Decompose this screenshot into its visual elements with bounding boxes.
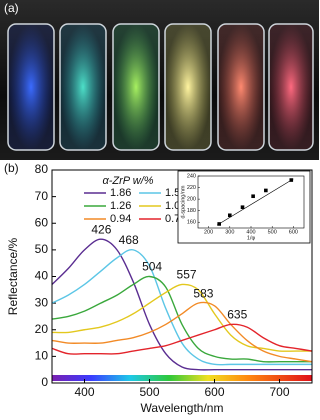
- inset-x-tick-label: 300: [225, 229, 234, 235]
- inset-point: [240, 205, 245, 209]
- peak-label: 504: [142, 260, 162, 274]
- line: [51, 238, 312, 371]
- x-tick-label: 700: [269, 385, 289, 399]
- peak-label: 557: [177, 268, 197, 282]
- y-tick-label: 40: [35, 269, 49, 283]
- photo: (a): [0, 0, 319, 160]
- inset-point: [228, 213, 232, 218]
- inset-y-tick-label: 220: [187, 185, 196, 191]
- x-tick-label: 400: [74, 385, 94, 399]
- line: [51, 301, 313, 363]
- panel-label: (a): [4, 1, 19, 15]
- line: [51, 248, 312, 366]
- inset-point: [217, 222, 221, 226]
- y-tick-label: 70: [35, 189, 49, 203]
- y-tick-label: 10: [35, 349, 49, 363]
- spectrum-strip: [52, 375, 312, 381]
- inset-x-label: 1/φ: [247, 235, 256, 241]
- inset-y-tick-label: 180: [187, 208, 196, 214]
- inset-x-tick-label: 500: [268, 229, 277, 235]
- inset-y-tick-label: 240: [187, 173, 196, 179]
- vial: [217, 23, 265, 151]
- inset-x-tick-label: 600: [289, 229, 298, 235]
- legend-label: 0.94: [110, 213, 131, 225]
- x-tick-label: 600: [204, 385, 224, 399]
- peak-label: 426: [91, 222, 111, 236]
- inset-y-tick-label: 160: [187, 220, 196, 226]
- y-tick-label: 30: [35, 295, 49, 309]
- vial: [164, 23, 212, 151]
- y-tick-label: 50: [35, 242, 49, 256]
- line: [51, 283, 312, 352]
- y-axis-label: Reflectance/%: [6, 237, 20, 315]
- legend-label: 1.26: [110, 200, 131, 212]
- y-tick-label: 0: [41, 375, 48, 389]
- y-tick-label: 80: [35, 162, 49, 176]
- vial: [7, 23, 55, 151]
- y-tick-label: 60: [35, 215, 49, 229]
- inset-x-tick-label: 400: [246, 229, 255, 235]
- inset-y-tick-label: 200: [187, 197, 196, 203]
- legend-label: 1.86: [110, 187, 131, 199]
- y-tick-label: 20: [35, 322, 49, 336]
- inset-point: [264, 188, 268, 193]
- peak-label: 635: [227, 308, 247, 322]
- vial: [59, 23, 107, 151]
- plot-frame: [51, 169, 313, 384]
- vial: [268, 23, 314, 151]
- inset: 200 300 400 500 600 160 180 200 220 240 1/φ d-spaci…: [177, 170, 311, 244]
- line: [51, 275, 312, 363]
- vial: [112, 23, 160, 151]
- peak-label: 468: [119, 233, 139, 247]
- inset-point: [251, 194, 255, 199]
- peak-label: 583: [193, 286, 213, 300]
- legend-title: α-ZrP w/%: [102, 175, 153, 187]
- inset-y-label: d-spacing/nm: [180, 185, 186, 218]
- line: [51, 323, 313, 355]
- chart: 0 10 20 30 40 50 60 70 80 400 500 600 700 Wavelength/…: [6, 162, 313, 415]
- panel-label: (b): [4, 161, 19, 175]
- vials: [7, 23, 314, 151]
- inset-point: [289, 178, 294, 182]
- x-tick-label: 500: [139, 385, 159, 399]
- fit-line: [216, 178, 294, 226]
- x-axis-label: Wavelength/nm: [141, 401, 224, 415]
- inset-x-tick-label: 200: [204, 229, 213, 235]
